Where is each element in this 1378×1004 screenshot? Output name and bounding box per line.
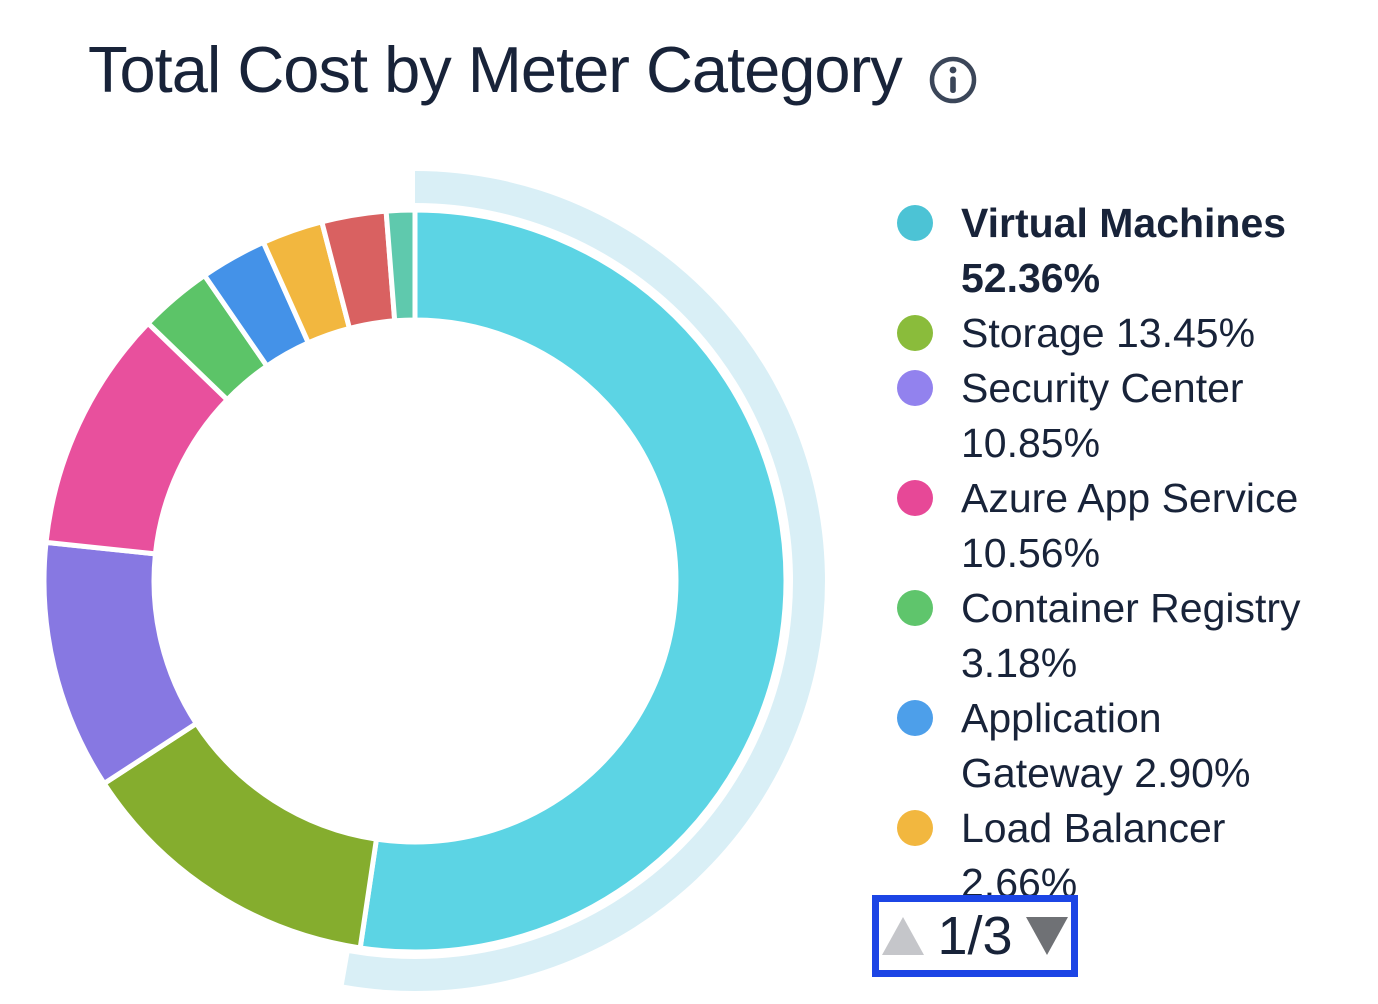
slice-virtual-machines[interactable] — [357, 207, 789, 955]
legend-label: Load Balancer 2.66% — [961, 805, 1226, 906]
legend-label: Container Registry 3.18% — [961, 585, 1301, 686]
legend-dot — [897, 370, 933, 406]
legend-item-application-gateway[interactable]: Application Gateway 2.90% — [897, 691, 1327, 801]
legend-label: Virtual Machines 52.36% — [961, 200, 1287, 301]
slice-unlabeled[interactable] — [383, 207, 418, 324]
info-icon[interactable] — [928, 55, 978, 105]
legend-dot — [897, 480, 933, 516]
legend-dot — [897, 590, 933, 626]
legend-page-indicator: 1/3 — [937, 906, 1013, 966]
legend-label: Security Center 10.85% — [961, 365, 1244, 466]
legend-dot — [897, 810, 933, 846]
legend-label: Storage 13.45% — [961, 310, 1256, 356]
legend-dot — [897, 700, 933, 736]
legend-page-up-button[interactable] — [882, 917, 925, 955]
legend-item-container-registry[interactable]: Container Registry 3.18% — [897, 581, 1327, 691]
legend-item-load-balancer[interactable]: Load Balancer 2.66% — [897, 801, 1327, 911]
legend-item-security-center[interactable]: Security Center 10.85% — [897, 361, 1327, 471]
chart-title: Total Cost by Meter Category — [88, 33, 903, 106]
legend-label: Application Gateway 2.90% — [961, 695, 1251, 796]
legend-item-storage[interactable]: Storage 13.45% — [897, 306, 1327, 361]
legend-page-down-button[interactable] — [1025, 917, 1068, 955]
chart-legend: Virtual Machines 52.36% Storage 13.45% Sec… — [897, 196, 1327, 911]
legend-item-virtual-machines[interactable]: Virtual Machines 52.36% — [897, 196, 1327, 306]
widget-header: Total Cost by Meter Category — [88, 34, 978, 105]
legend-label: Azure App Service 10.56% — [961, 475, 1299, 576]
legend-item-azure-app-service[interactable]: Azure App Service 10.56% — [897, 471, 1327, 581]
legend-dot — [897, 315, 933, 351]
legend-dot — [897, 205, 933, 241]
legend-pagination: 1/3 — [872, 895, 1078, 977]
